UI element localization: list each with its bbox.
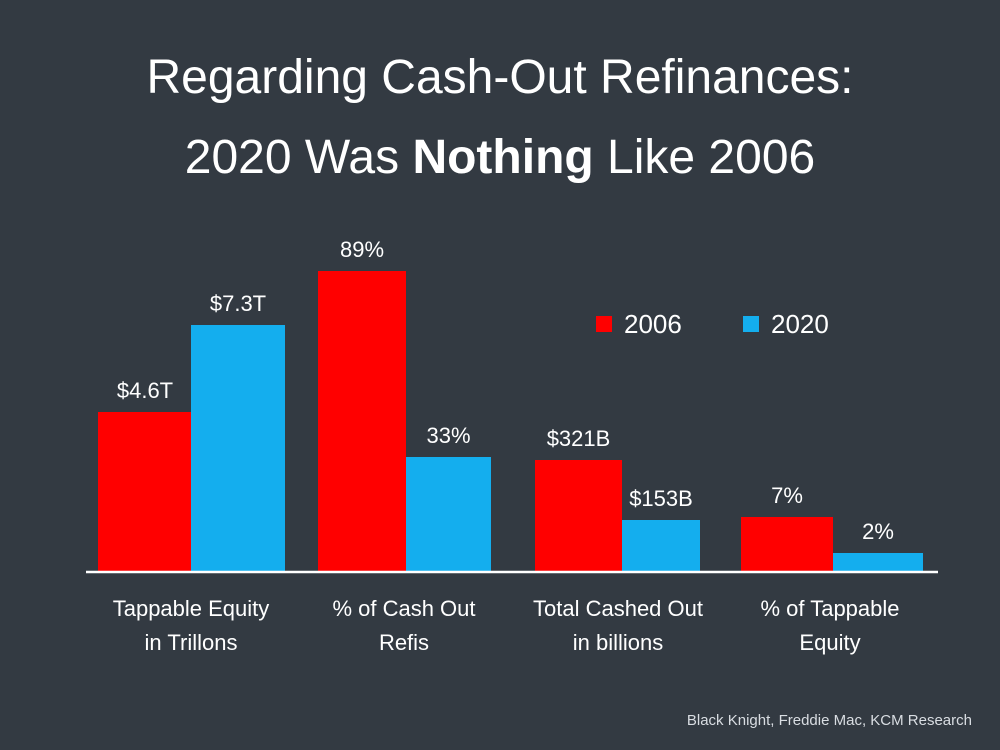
- data-label-2006-2: 89%: [340, 237, 384, 262]
- title-emphasis: Nothing: [412, 131, 594, 184]
- data-label-2020-3: $153B: [629, 486, 693, 511]
- data-label-2006-1: $4.6T: [117, 378, 173, 403]
- category-label-1-line1: Tappable Equity: [113, 596, 270, 621]
- data-label-2006-3: $321B: [547, 426, 611, 451]
- data-label-2006-4: 7%: [771, 483, 803, 508]
- source-note: Black Knight, Freddie Mac, KCM Research: [686, 712, 972, 729]
- data-label-2020-1: $7.3T: [210, 291, 266, 316]
- bar-2006-3: [535, 460, 622, 571]
- bar-2006-2: [318, 271, 406, 571]
- legend-label-2020: 2020: [771, 309, 829, 339]
- legend-label-2006: 2006: [624, 309, 682, 339]
- category-label-3-line1: Total Cashed Out: [533, 596, 703, 621]
- category-label-1-line2: in Trillons: [145, 630, 238, 655]
- page-title-line1: Regarding Cash-Out Refinances:: [146, 51, 854, 104]
- title-suffix: Like 2006: [593, 131, 816, 184]
- data-label-2020-4: 2%: [862, 519, 894, 544]
- bar-2020-4: [833, 553, 923, 571]
- legend-swatch-2020: [743, 316, 759, 332]
- category-label-2-line2: Refis: [379, 630, 429, 655]
- category-label-4-line1: % of Tappable: [760, 596, 899, 621]
- bar-2006-4: [741, 517, 833, 571]
- data-label-2020-2: 33%: [426, 423, 470, 448]
- category-label-4-line2: Equity: [799, 630, 860, 655]
- title-prefix: 2020 Was: [184, 131, 413, 184]
- category-label-2-line1: % of Cash Out: [332, 596, 475, 621]
- bar-2020-2: [406, 457, 491, 571]
- category-label-3-line2: in billions: [573, 630, 664, 655]
- bar-2020-1: [191, 325, 285, 571]
- bar-2020-3: [622, 520, 700, 571]
- legend-swatch-2006: [596, 316, 612, 332]
- bar-2006-1: [98, 412, 192, 571]
- page-title-line2: 2020 Was Nothing Like 2006: [0, 128, 1000, 188]
